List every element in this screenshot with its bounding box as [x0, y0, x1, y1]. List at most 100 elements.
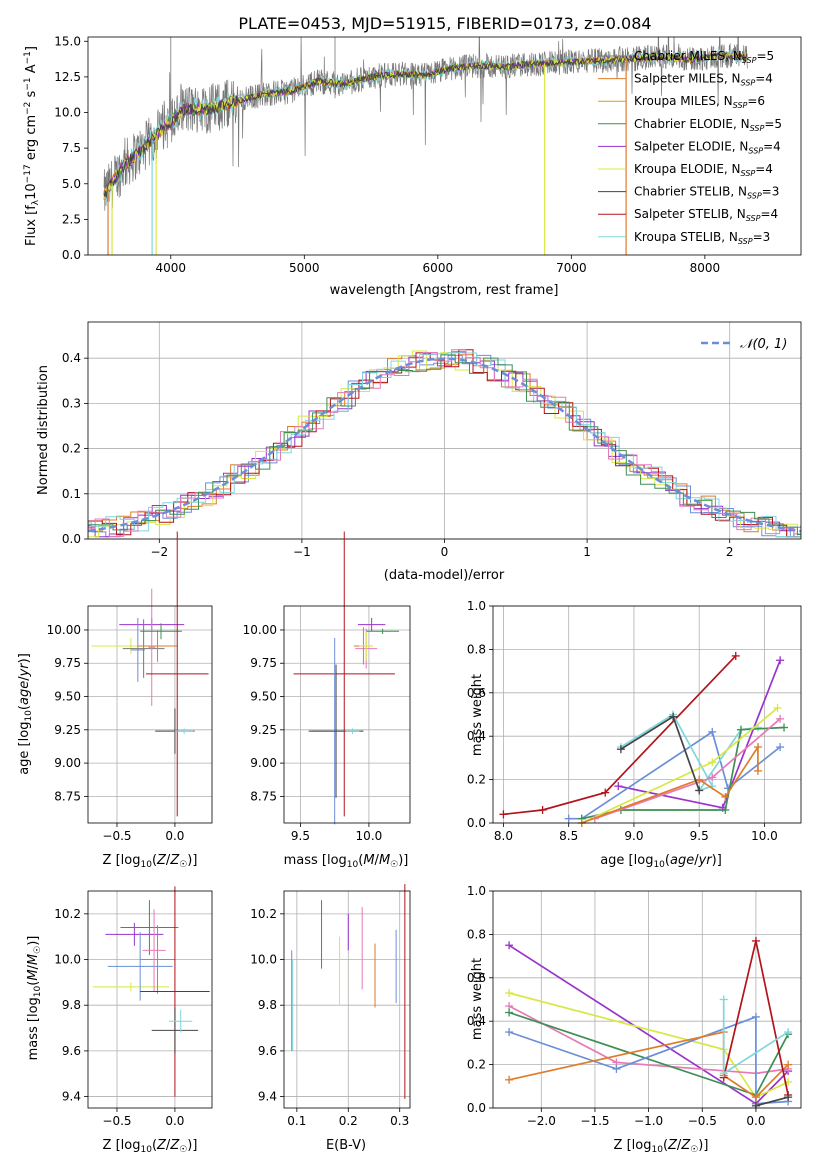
y-tick-label: 7.5: [62, 141, 81, 155]
x-tick-label: −2.0: [527, 1114, 556, 1128]
x-tick-label: 8.5: [559, 829, 578, 843]
y-tick-label: 0.0: [62, 532, 81, 546]
axes-frame: [87, 605, 213, 824]
y-tick-label: 0.1: [62, 487, 81, 501]
y-tick-label: 0.4: [62, 351, 81, 365]
y-tick-label: 1.0: [467, 884, 486, 898]
hist-xlabel: (data-model)/error: [384, 568, 505, 583]
spectrum-series-line: [103, 51, 748, 198]
y-tick-label: 9.25: [250, 723, 277, 737]
y-tick-label: 10.00: [47, 623, 81, 637]
massweight-line: [503, 655, 737, 816]
mwage-ylabel: mass weight: [470, 674, 485, 756]
y-tick-label: 9.50: [250, 690, 277, 704]
y-tick-label: 9.4: [258, 1090, 277, 1104]
massz-ylabel: mass [log10(M/M☉)]: [26, 936, 43, 1061]
histogram-step: [88, 352, 801, 538]
x-tick-label: 9.5: [690, 829, 709, 843]
legend-label: Chabrier STELIB, NSSP=3: [634, 185, 779, 201]
x-tick-label: 0: [441, 545, 449, 559]
agez-xlabel: Z [log10(Z/Z☉)]: [103, 853, 198, 870]
x-tick-label: 0.0: [165, 829, 184, 843]
x-tick-label: 10.0: [356, 829, 383, 843]
x-tick-label: −1.0: [634, 1114, 663, 1128]
chart-title: PLATE=0453, MJD=51915, FIBERID=0173, z=0…: [238, 14, 651, 33]
massweight-line: [755, 1096, 789, 1107]
hist-ylabel: Normed distribution: [36, 365, 51, 495]
y-tick-label: 0.4: [467, 729, 486, 743]
residual-histogram-axes: −2 −1 0 1 2 0.0 0.1 0.2 0.3 0.4: [62, 321, 802, 559]
legend-label: Kroupa ELODIE, NSSP=4: [634, 162, 773, 178]
agemass-xlabel: mass [log10(M/M☉)]: [284, 853, 409, 870]
y-tick-label: 0.8: [467, 642, 486, 656]
x-tick-label: 6000: [423, 261, 454, 275]
spectrum-legend: Chabrier MILES, NSSP=5 Salpeter MILES, NS…: [598, 49, 782, 246]
age-vs-z-axes: −0.5 0.0 8.75 9.00 9.25 9.50 9.75 10.00: [47, 531, 213, 843]
legend-label: Chabrier ELODIE, NSSP=5: [634, 117, 782, 133]
mwz-xlabel: Z [log10(Z/Z☉)]: [614, 1138, 709, 1155]
y-tick-label: 10.2: [54, 907, 81, 921]
spectrum-axes: 4000 5000 6000 7000 8000 0.0 2.5 5.0 7.5 10.0 12.5…: [54, 34, 802, 275]
x-tick-label: 10.0: [751, 829, 778, 843]
spectrum-ylabel: Flux [fλ10−17 erg cm−2 s−1 A−1]: [23, 46, 41, 246]
x-tick-label: 9.0: [624, 829, 643, 843]
y-tick-label: 8.75: [250, 789, 277, 803]
y-tick-label: 8.75: [54, 789, 81, 803]
massebv-xlabel: E(B-V): [326, 1138, 366, 1153]
y-tick-label: 9.75: [250, 656, 277, 670]
x-tick-label: 0.3: [390, 1114, 409, 1128]
y-tick-label: 9.8: [62, 998, 81, 1012]
x-tick-label: 0.2: [339, 1114, 358, 1128]
legend-label: Salpeter ELODIE, NSSP=4: [634, 139, 781, 155]
normal-curve: [87, 357, 802, 533]
age-vs-mass-axes: 9.5 10.0 8.75 9.00 9.25 9.50 9.75 10.00: [243, 531, 411, 843]
y-tick-label: 9.8: [258, 998, 277, 1012]
y-tick-label: 0.6: [467, 971, 486, 985]
y-tick-label: 5.0: [62, 177, 81, 191]
y-tick-label: 0.0: [467, 1101, 486, 1115]
x-tick-label: −2: [150, 545, 168, 559]
y-tick-label: 0.4: [467, 1014, 486, 1028]
x-tick-label: 0.0: [165, 1114, 184, 1128]
y-tick-label: 0.0: [467, 816, 486, 830]
massweight-line: [568, 730, 781, 820]
y-tick-label: 9.6: [258, 1044, 277, 1058]
axes-frame: [283, 605, 411, 824]
y-tick-label: 9.50: [54, 690, 81, 704]
x-tick-label: 8000: [690, 261, 721, 275]
x-tick-label: 8.0: [494, 829, 513, 843]
axes-frame: [87, 321, 802, 540]
y-tick-label: 0.2: [62, 442, 81, 456]
x-tick-label: −1.5: [580, 1114, 609, 1128]
massweight-line: [508, 992, 789, 1099]
mwz-ylabel: mass weight: [470, 958, 485, 1040]
massz-xlabel: Z [log10(Z/Z☉)]: [103, 1138, 198, 1155]
y-tick-label: 9.00: [250, 756, 277, 770]
y-tick-label: 1.0: [467, 599, 486, 613]
x-tick-label: 5000: [289, 261, 320, 275]
mass-vs-ebv-axes: 0.1 0.2 0.3 9.4 9.6 9.8 10.0 10.2: [250, 884, 411, 1128]
y-tick-label: 10.2: [250, 907, 277, 921]
legend-label: Salpeter STELIB, NSSP=4: [634, 207, 778, 223]
x-tick-label: 4000: [156, 261, 187, 275]
y-tick-label: 9.00: [54, 756, 81, 770]
y-tick-label: 0.2: [467, 773, 486, 787]
axes-frame: [492, 890, 802, 1109]
x-tick-label: −0.5: [102, 829, 131, 843]
x-tick-label: 9.5: [291, 829, 310, 843]
x-tick-label: 1: [583, 545, 591, 559]
axes-frame: [492, 605, 802, 824]
y-tick-label: 9.75: [54, 656, 81, 670]
y-tick-label: 9.25: [54, 723, 81, 737]
y-tick-label: 10.00: [243, 623, 277, 637]
y-tick-label: 0.6: [467, 686, 486, 700]
axes-frame: [87, 890, 213, 1109]
legend-label: Kroupa MILES, NSSP=6: [634, 94, 765, 110]
legend-label: Chabrier MILES, NSSP=5: [634, 49, 774, 65]
x-tick-label: −0.5: [102, 1114, 131, 1128]
mass-vs-z-axes: −0.5 0.0 9.4 9.6 9.8 10.0 10.2: [54, 886, 213, 1128]
y-tick-label: 9.6: [62, 1044, 81, 1058]
axes-frame: [87, 36, 802, 256]
massweight-vs-z-axes: −2.0 −1.5 −1.0 −0.5 0.0 0.0 0.2 0.4 0.6 0.8 1.0: [467, 884, 802, 1128]
